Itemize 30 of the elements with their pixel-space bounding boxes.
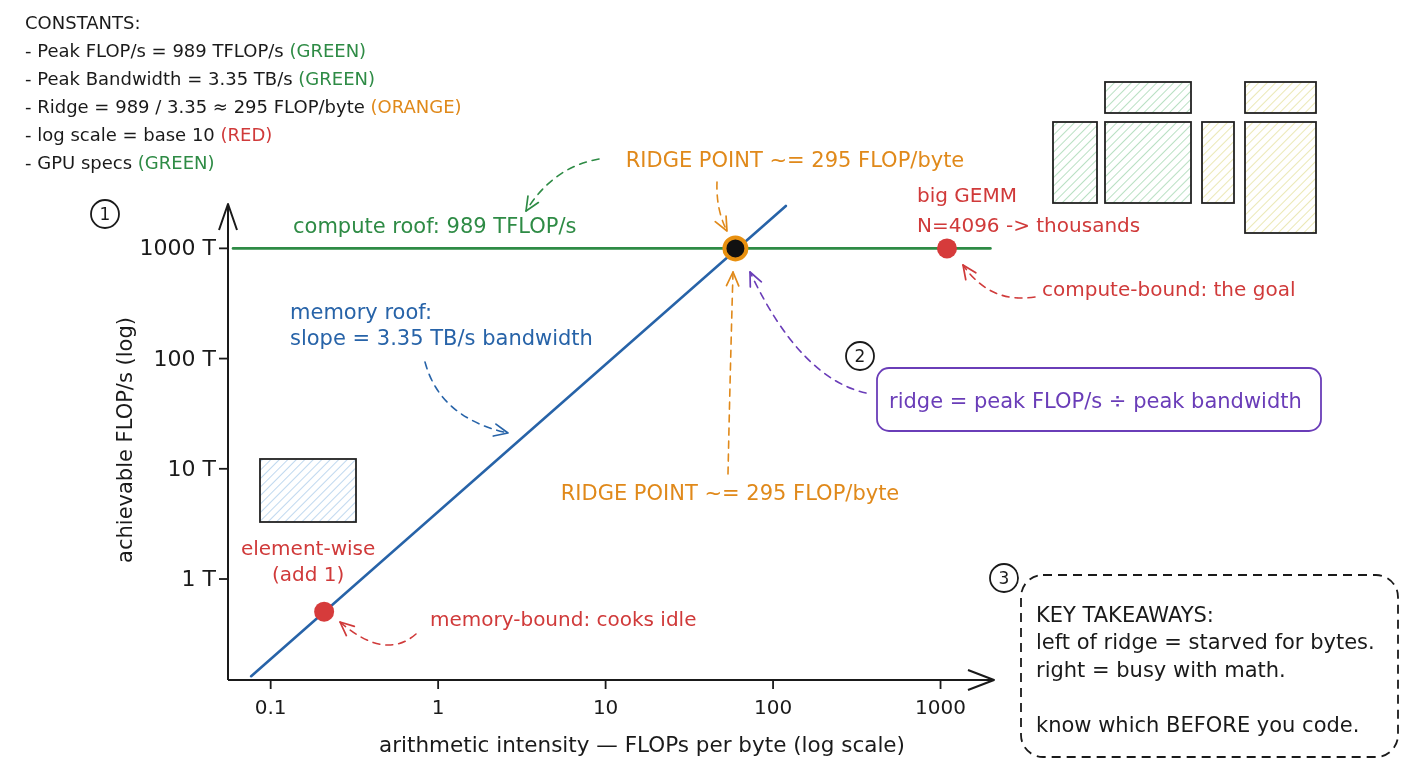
series-label: memory roof: slope = 3.35 TB/s bandwidth	[290, 300, 593, 350]
text: - log scale = base 10 (RED)	[25, 124, 273, 146]
text: CONSTANTS:	[25, 12, 141, 34]
x-tick-label: 0.1	[254, 695, 287, 720]
y-tick-label: 10 T	[167, 455, 217, 481]
annotation: RIDGE POINT ~= 295 FLOP/byte	[560, 480, 900, 505]
text: - Ridge = 989 / 3.35 ≈ 295 FLOP/byte (ORANGE)	[25, 96, 462, 118]
y-tick-label: 1000 T	[139, 235, 217, 261]
y-tick-label: 100 T	[153, 345, 217, 371]
annotation: element-wise (add 1)	[240, 535, 376, 586]
text: 1	[99, 204, 111, 225]
x-axis-title: arithmetic intensity — FLOPs per byte (log scale)	[379, 732, 905, 757]
annotation: ridge = peak FLOP/s ÷ peak bandwidth	[889, 388, 1302, 413]
text: KEY TAKEAWAYS: left of ridge = starved for bytes. right = busy with math. know which BEFORE you code.	[1036, 602, 1375, 737]
y-tick-label: 1 T	[181, 566, 217, 592]
x-tick-label: 1	[431, 695, 445, 720]
y-axis-title: achievable FLOP/s (log)	[113, 317, 137, 563]
x-tick-label: 100	[753, 695, 793, 720]
text: compute-bound: the goal	[1042, 277, 1296, 302]
text: 3	[998, 568, 1010, 589]
text: - Peak Bandwidth = 3.35 TB/s (GREEN)	[25, 68, 376, 90]
annotation: big GEMM N=4096 -> thousands	[916, 182, 1141, 237]
text: - GPU specs (GREEN)	[25, 152, 215, 174]
legend-label: compute roof: 989 TFLOP/s	[293, 214, 577, 239]
annotation: 2	[854, 346, 866, 367]
x-tick-label: 1000	[915, 695, 966, 720]
text: RIDGE POINT ~= 295 FLOP/byte	[625, 147, 965, 172]
x-tick-label: 10	[592, 695, 619, 720]
text: - Peak FLOP/s = 989 TFLOP/s (GREEN)	[25, 40, 367, 62]
annotation: memory-bound: cooks idle	[430, 607, 697, 632]
